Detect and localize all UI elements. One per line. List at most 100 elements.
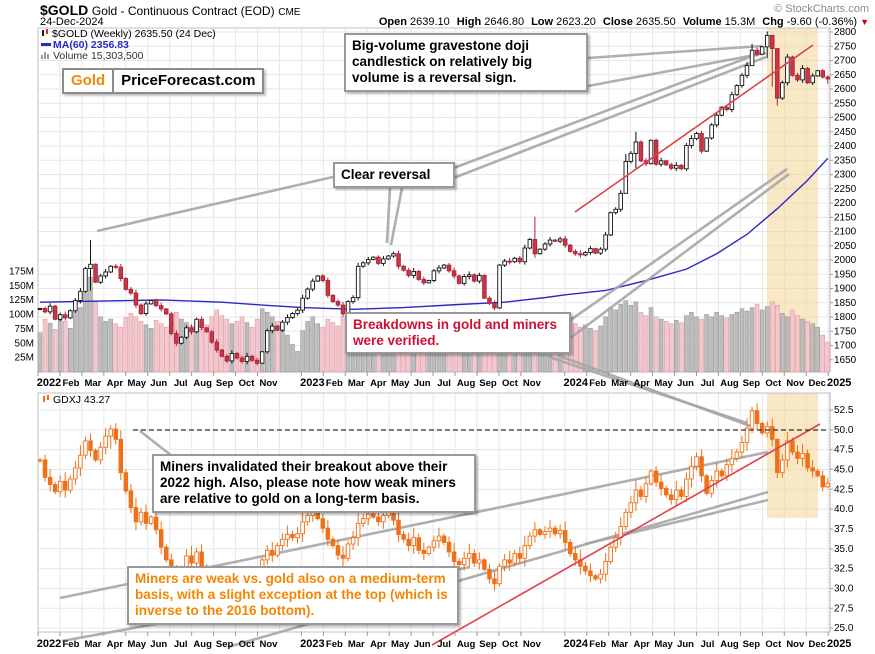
x-axis-month-label: Jun (414, 639, 431, 650)
candle-body (770, 34, 775, 49)
x-axis-month-label: Feb (326, 378, 343, 389)
candle-body (472, 274, 477, 282)
candle-body (557, 530, 563, 535)
candle-body (143, 511, 149, 524)
candle-body (512, 257, 517, 263)
candle-body (527, 535, 533, 547)
x-axis-month-label: Feb (326, 639, 343, 650)
volume-bar (623, 300, 629, 373)
candle-body (583, 252, 588, 256)
candle-body (194, 318, 199, 333)
close-value: 2635.50 (635, 16, 676, 28)
x-axis-month-label: Mar (84, 378, 101, 389)
candle-body (441, 535, 447, 543)
candle-body (613, 537, 618, 548)
callout-line (587, 51, 767, 88)
candle-body (204, 327, 209, 333)
trend-line-red (431, 423, 821, 646)
annotation-miners-weak: Miners are weak vs. gold also on a mediu… (127, 566, 459, 625)
candle-body (229, 353, 235, 362)
candle-body (300, 297, 305, 311)
candle-body (522, 545, 528, 559)
gdxj-y-label: 32.5 (834, 564, 854, 575)
x-axis-year-label: 2025 (827, 377, 851, 389)
callout-line (568, 167, 788, 323)
volume-bar (820, 334, 825, 373)
candle-body (562, 530, 568, 543)
annotation-big-volume-doji: Big-volume gravestone doji candlestick o… (344, 33, 588, 92)
volume-bar (699, 318, 704, 373)
candle-body (759, 46, 765, 55)
candle-body (315, 511, 321, 520)
candle-body (108, 265, 113, 273)
candle-body (330, 294, 336, 303)
volume-bar (57, 315, 63, 373)
candle-body (396, 519, 401, 535)
x-axis-month-label: May (391, 378, 410, 389)
callout-line (389, 187, 404, 246)
candle-body (138, 304, 144, 315)
volume-bar (603, 316, 608, 373)
gold-y-label: 1950 (834, 269, 857, 280)
x-axis-year-label: 2024 (564, 638, 589, 650)
candle-body (300, 521, 305, 535)
candle-body (98, 446, 103, 461)
gdxj-legend: GDXJ 43.27 (42, 394, 110, 406)
x-axis-month-label: Jul (174, 378, 188, 389)
volume-y-label: 175M (9, 266, 34, 277)
candle-body (669, 494, 674, 501)
x-axis-month-label: Nov (260, 378, 279, 389)
x-axis-month-label: Mar (611, 378, 628, 389)
candle-body (714, 470, 719, 482)
candle-body (320, 518, 326, 529)
candle-body (724, 106, 730, 110)
candle-body (295, 309, 300, 315)
candle-body (184, 327, 189, 338)
candle-body (285, 317, 290, 323)
x-axis-month-label: Feb (589, 639, 606, 650)
callout-line (548, 355, 748, 425)
volume-y-label: 150M (9, 281, 34, 292)
candle-body (42, 459, 48, 478)
x-axis-month-label: Nov (786, 639, 805, 650)
volume-bar (729, 314, 735, 373)
candle-body (411, 270, 416, 276)
candle-body (451, 551, 457, 562)
x-axis-month-label: Jun (150, 639, 167, 650)
candle-body (684, 144, 689, 170)
volume-bar (739, 308, 745, 373)
volume-bar (785, 316, 790, 373)
volume-label: Volume (682, 16, 722, 28)
candle-body (396, 253, 401, 267)
candle-body (588, 570, 593, 577)
callout-line (96, 175, 334, 233)
candle-body (648, 139, 654, 165)
x-axis-month-label: Aug (720, 378, 739, 389)
volume-bar (754, 303, 760, 373)
candle-body (214, 341, 219, 351)
candlestick-icon-orange (42, 395, 51, 403)
candle-body (744, 427, 750, 443)
volume-bar (719, 315, 724, 373)
volume-bar (108, 318, 113, 373)
candle-body (744, 65, 750, 76)
candle-body (446, 264, 452, 272)
volume-bar (643, 315, 649, 373)
candle-body (431, 540, 437, 548)
volume-y-label: 75M (15, 324, 34, 335)
candle-body (325, 527, 331, 540)
volume-bar (593, 330, 598, 373)
trend-line-red (574, 44, 814, 213)
volume-bar (815, 326, 820, 373)
candle-body (421, 549, 427, 554)
volume-bar (658, 318, 664, 373)
candle-body (507, 559, 512, 564)
candle-body (416, 270, 422, 280)
candle-body (653, 470, 659, 483)
x-axis-month-label: Apr (633, 639, 650, 650)
instrument-name: Gold - Continuous Contract (EOD) (91, 4, 275, 18)
candle-body (542, 243, 548, 250)
gold-y-label: 2250 (834, 184, 857, 195)
volume-bar (42, 318, 48, 373)
candle-body (699, 133, 704, 152)
